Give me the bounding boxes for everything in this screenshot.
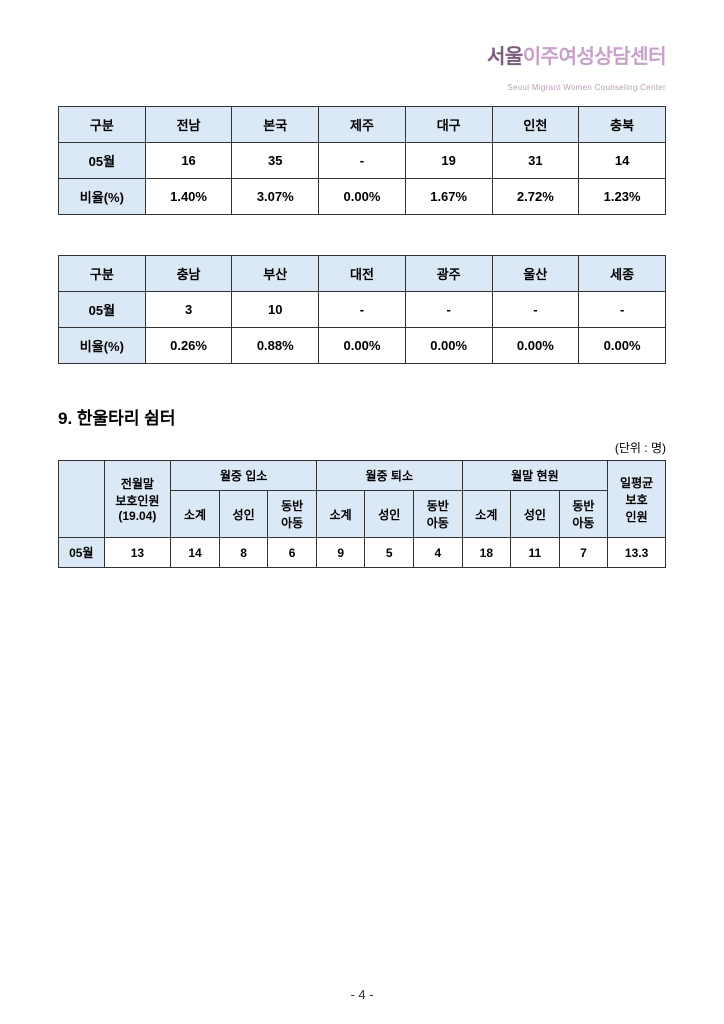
- t1-cell: 2.72%: [492, 179, 579, 215]
- avg-l1: 일평균: [620, 476, 653, 490]
- table-row: 비율(%) 1.40% 3.07% 0.00% 1.67% 2.72% 1.23…: [59, 179, 666, 215]
- shelter-cell: 5: [365, 538, 414, 568]
- logo-text-seoul: 서울: [487, 46, 523, 68]
- shelter-table: 전월말 보호인원 (19.04) 월중 입소 월중 퇴소 월말 현원 일평균 보…: [58, 460, 666, 568]
- shelter-cell: 9: [316, 538, 365, 568]
- page-number: - 4 -: [0, 987, 724, 1002]
- t1-cell: 31: [492, 143, 579, 179]
- shelter-cell: 14: [171, 538, 220, 568]
- avg-l2: 보호: [626, 493, 648, 507]
- sub-subtotal: 소계: [462, 491, 511, 538]
- t1-col: 인천: [492, 107, 579, 143]
- t1-cell: 3.07%: [232, 179, 319, 215]
- t1-cell: 14: [579, 143, 666, 179]
- region-table-2: 구분 충남 부산 대전 광주 울산 세종 05월 3 10 - - - - 비율…: [58, 255, 666, 364]
- t1-col: 전남: [145, 107, 232, 143]
- t1-header-label: 구분: [59, 107, 146, 143]
- t2-cell: 0.88%: [232, 328, 319, 364]
- t2-cell: 0.00%: [492, 328, 579, 364]
- t1-cell: 19: [405, 143, 492, 179]
- org-logo: 서울이주여성상담센터: [58, 40, 666, 69]
- table-row: 05월 3 10 - - - -: [59, 292, 666, 328]
- sub-child: 동반아동: [414, 491, 463, 538]
- shelter-cell: 18: [462, 538, 511, 568]
- t1-cell: 1.67%: [405, 179, 492, 215]
- t1-cell: -: [319, 143, 406, 179]
- table-row: 05월 13 14 8 6 9 5 4 18 11 7 13.3: [59, 538, 666, 568]
- shelter-cell: 13: [104, 538, 171, 568]
- t2-cell: -: [492, 292, 579, 328]
- shelter-col-prev: 전월말 보호인원 (19.04): [104, 461, 171, 538]
- t2-cell: -: [319, 292, 406, 328]
- t2-rowlabel: 비율(%): [59, 328, 146, 364]
- sub-adult: 성인: [219, 491, 268, 538]
- t2-cell: 0.00%: [405, 328, 492, 364]
- t2-cell: 3: [145, 292, 232, 328]
- shelter-cell: 11: [511, 538, 560, 568]
- t2-cell: -: [579, 292, 666, 328]
- sub-child: 동반아동: [268, 491, 317, 538]
- t1-rowlabel: 비율(%): [59, 179, 146, 215]
- sub-adult: 성인: [511, 491, 560, 538]
- section-title: 9. 한울타리 쉼터: [58, 404, 666, 429]
- t2-cell: -: [405, 292, 492, 328]
- shelter-cell: 6: [268, 538, 317, 568]
- sub-subtotal: 소계: [316, 491, 365, 538]
- t2-cell: 10: [232, 292, 319, 328]
- logo-subtitle: Seoul Migrant Women Counseling Center: [58, 83, 666, 92]
- t2-col: 세종: [579, 256, 666, 292]
- sub-child: 동반아동: [559, 491, 608, 538]
- t2-cell: 0.26%: [145, 328, 232, 364]
- t2-col: 대전: [319, 256, 406, 292]
- shelter-group-out: 월중 퇴소: [316, 461, 462, 491]
- t2-cell: 0.00%: [319, 328, 406, 364]
- sub-adult: 성인: [365, 491, 414, 538]
- table-row: 비율(%) 0.26% 0.88% 0.00% 0.00% 0.00% 0.00…: [59, 328, 666, 364]
- t2-col: 충남: [145, 256, 232, 292]
- t1-col: 충북: [579, 107, 666, 143]
- t2-col: 광주: [405, 256, 492, 292]
- t1-col: 대구: [405, 107, 492, 143]
- shelter-cell: 4: [414, 538, 463, 568]
- region-table-1: 구분 전남 본국 제주 대구 인천 충북 05월 16 35 - 19 31 1…: [58, 106, 666, 215]
- shelter-col-blank: [59, 461, 105, 538]
- t2-header-label: 구분: [59, 256, 146, 292]
- avg-l3: 인원: [626, 510, 648, 524]
- t1-cell: 16: [145, 143, 232, 179]
- t1-cell: 1.40%: [145, 179, 232, 215]
- unit-note: (단위 : 명): [58, 439, 666, 456]
- logo-text-migrant: 이주여성: [523, 46, 595, 68]
- sub-subtotal: 소계: [171, 491, 220, 538]
- t2-cell: 0.00%: [579, 328, 666, 364]
- t1-cell: 35: [232, 143, 319, 179]
- t2-rowlabel: 05월: [59, 292, 146, 328]
- prev-l1: 전월말: [121, 477, 154, 491]
- shelter-cell: 13.3: [608, 538, 666, 568]
- shelter-cell: 8: [219, 538, 268, 568]
- t1-cell: 1.23%: [579, 179, 666, 215]
- shelter-group-in: 월중 입소: [171, 461, 317, 491]
- shelter-rowlabel: 05월: [59, 538, 105, 568]
- shelter-cell: 7: [559, 538, 608, 568]
- t1-col: 본국: [232, 107, 319, 143]
- t1-col: 제주: [319, 107, 406, 143]
- logo-text-rest: 상담센터: [594, 46, 666, 68]
- t2-col: 울산: [492, 256, 579, 292]
- t1-rowlabel: 05월: [59, 143, 146, 179]
- shelter-group-end: 월말 현원: [462, 461, 608, 491]
- t1-cell: 0.00%: [319, 179, 406, 215]
- prev-l2: 보호인원: [115, 494, 159, 508]
- shelter-col-avg: 일평균 보호 인원: [608, 461, 666, 538]
- prev-l3: (19.04): [118, 509, 156, 523]
- table-row: 05월 16 35 - 19 31 14: [59, 143, 666, 179]
- t2-col: 부산: [232, 256, 319, 292]
